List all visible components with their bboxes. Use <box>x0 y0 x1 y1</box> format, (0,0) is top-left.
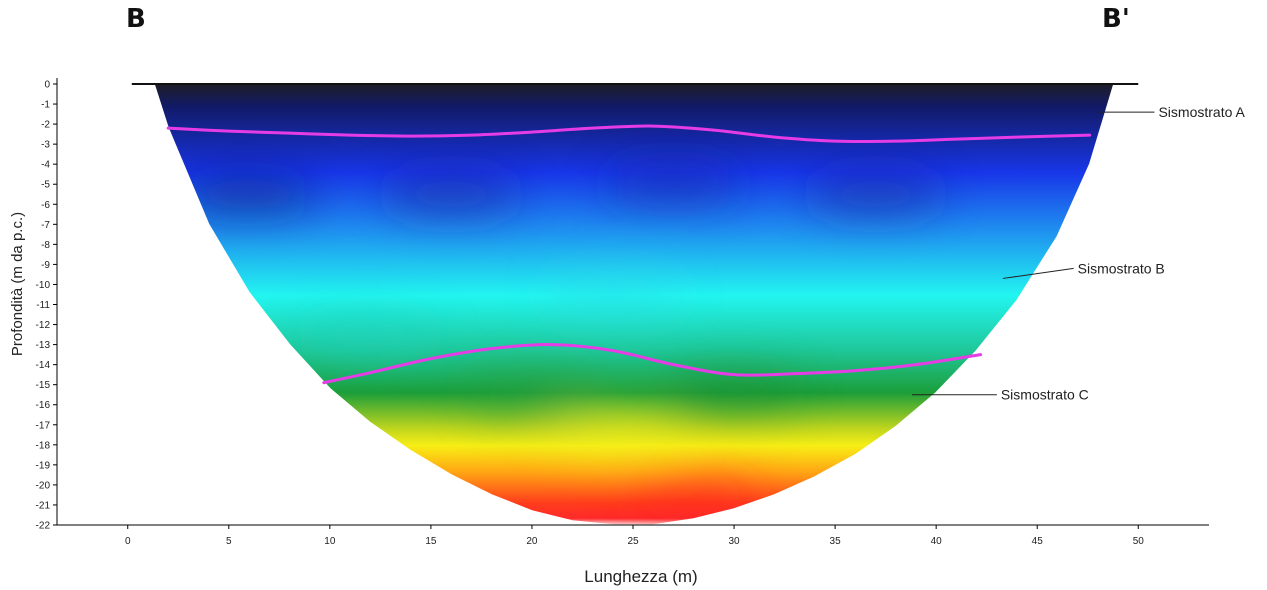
annotation-label-2: Sismostrato B <box>1078 260 1165 276</box>
y-tick-label: -2 <box>41 120 50 131</box>
x-tick-label: 50 <box>1133 536 1145 547</box>
annotation-leader-2 <box>1002 267 1074 279</box>
x-tick-label: 15 <box>425 536 437 547</box>
horizon-line-2 <box>322 343 983 385</box>
y-tick-label: -4 <box>41 160 50 171</box>
section-start-label: B <box>126 4 146 34</box>
section-end-label: B' <box>1102 4 1130 34</box>
y-tick-label: -15 <box>36 380 51 391</box>
x-tick-label: 45 <box>1032 536 1044 547</box>
y-tick-label: -1 <box>41 100 50 111</box>
annotations: Sismostrato A Sismostrato B Sismostrato C <box>911 104 1246 403</box>
y-tick-label: -20 <box>36 480 51 491</box>
x-ticks: 0 5 10 15 20 25 30 35 40 45 50 <box>125 525 1144 547</box>
y-tick-label: -17 <box>36 420 51 431</box>
y-tick-label: -16 <box>36 400 51 411</box>
y-tick-label: -7 <box>41 220 50 231</box>
y-tick-label: -18 <box>36 440 51 451</box>
y-tick-label: -22 <box>36 521 51 532</box>
y-tick-label: -11 <box>36 300 50 311</box>
x-tick-label: 5 <box>226 536 232 547</box>
y-tick-label: 0 <box>44 80 50 91</box>
y-tick-label: -9 <box>41 260 50 271</box>
y-tick-label: -10 <box>36 280 51 291</box>
y-tick-label: -19 <box>36 460 51 471</box>
x-tick-label: 0 <box>125 536 131 547</box>
horizon-lines <box>166 124 1092 385</box>
x-tick-label: 10 <box>324 536 336 547</box>
x-tick-label: 20 <box>526 536 538 547</box>
y-tick-label: -12 <box>36 320 51 331</box>
y-tick-label: -3 <box>41 140 50 151</box>
x-tick-label: 35 <box>830 536 842 547</box>
y-ticks: 0 -1 -2 -3 -4 -5 -6 -7 -8 -9 -10 -11 -12 -13 -14 -15 -16… <box>36 80 57 532</box>
y-tick-label: -13 <box>36 340 51 351</box>
x-tick-label: 40 <box>931 536 943 547</box>
horizon-line-1 <box>166 124 1092 144</box>
y-tick-label: -6 <box>41 200 50 211</box>
y-tick-label: -8 <box>41 240 50 251</box>
y-tick-label: -14 <box>36 360 51 371</box>
x-axis-title: Lunghezza (m) <box>584 567 697 586</box>
velocity-field <box>131 83 1139 526</box>
y-tick-label: -5 <box>41 180 50 191</box>
annotation-label-3: Sismostrato C <box>1001 387 1089 403</box>
y-axis-title: Profondità (m da p.c.) <box>9 212 26 356</box>
x-tick-label: 30 <box>728 536 740 547</box>
annotation-label-1: Sismostrato A <box>1158 104 1245 120</box>
x-tick-label: 25 <box>627 536 639 547</box>
y-tick-label: -21 <box>36 500 51 511</box>
